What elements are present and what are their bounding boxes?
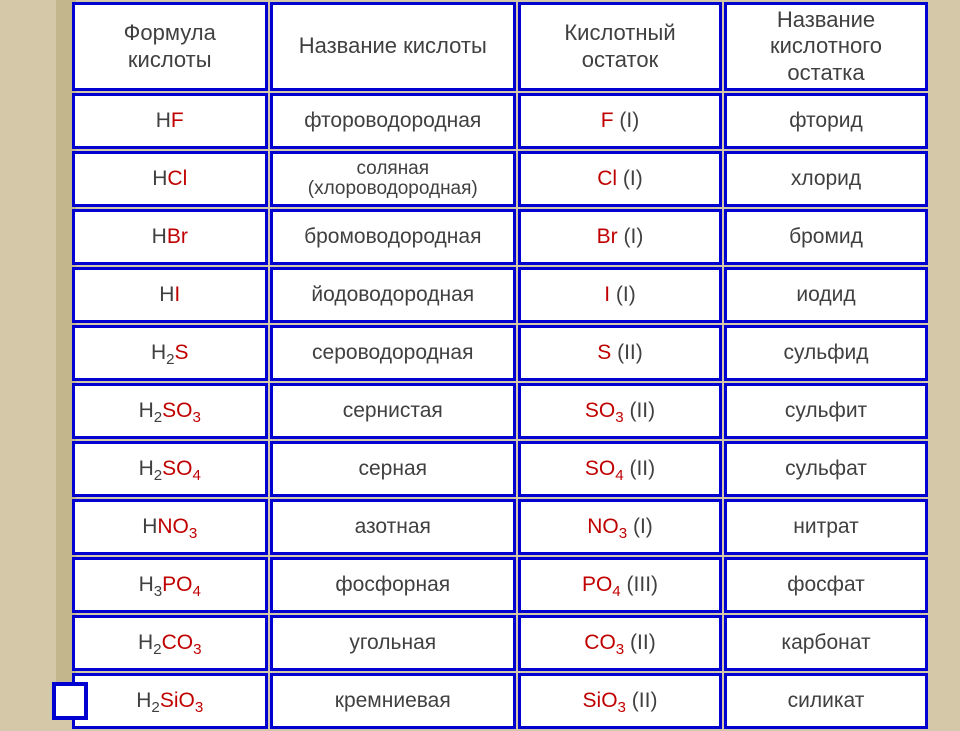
cell-residue-name: фосфат — [724, 557, 928, 613]
table-row: H2SO4сернаяSO4 (II)сульфат — [72, 441, 928, 497]
cell-formula: HNO3 — [72, 499, 268, 555]
col-header-resname: Название кислотного остатка — [724, 2, 928, 91]
col-header-formula: Формула кислоты — [72, 2, 268, 91]
cell-acid-name: азотная — [270, 499, 517, 555]
table-row: HFфтороводороднаяF (I)фторид — [72, 93, 928, 149]
cell-formula: H2SO3 — [72, 383, 268, 439]
cell-acid-name: сернистая — [270, 383, 517, 439]
cell-residue-name: сульфид — [724, 325, 928, 381]
table-row: H3PO4фосфорнаяPO4 (III)фосфат — [72, 557, 928, 613]
table-row: H2SiO3кремниеваяSiO3 (II)силикат — [72, 673, 928, 729]
cell-acid-name: йодоводородная — [270, 267, 517, 323]
col-header-residue: Кислотный остаток — [518, 2, 722, 91]
cell-acid-name: кремниевая — [270, 673, 517, 729]
cell-acid-name: сероводородная — [270, 325, 517, 381]
cell-acid-name: серная — [270, 441, 517, 497]
cell-residue-name: нитрат — [724, 499, 928, 555]
cell-residue: F (I) — [518, 93, 722, 149]
cell-formula: HBr — [72, 209, 268, 265]
cell-formula: H3PO4 — [72, 557, 268, 613]
table-row: H2SO3сернистаяSO3 (II)сульфит — [72, 383, 928, 439]
acids-table: Формула кислоты Название кислоты Кислотн… — [70, 0, 930, 731]
acids-table-container: Формула кислоты Название кислоты Кислотн… — [0, 0, 960, 731]
cell-residue: CO3 (II) — [518, 615, 722, 671]
cell-residue-name: хлорид — [724, 151, 928, 207]
cell-formula: HI — [72, 267, 268, 323]
cell-residue: NO3 (I) — [518, 499, 722, 555]
cell-residue-name: бромид — [724, 209, 928, 265]
table-row: H2SсероводороднаяS (II)сульфид — [72, 325, 928, 381]
table-row: HIйодоводороднаяI (I)иодид — [72, 267, 928, 323]
cell-acid-name: бромоводородная — [270, 209, 517, 265]
decorative-box — [52, 682, 88, 720]
cell-residue-name: силикат — [724, 673, 928, 729]
cell-formula: H2S — [72, 325, 268, 381]
table-row: HNO3азотнаяNO3 (I)нитрат — [72, 499, 928, 555]
cell-residue: SO3 (II) — [518, 383, 722, 439]
cell-residue-name: фторид — [724, 93, 928, 149]
table-row: HBrбромоводороднаяBr (I)бромид — [72, 209, 928, 265]
cell-formula: HF — [72, 93, 268, 149]
cell-residue: Cl (I) — [518, 151, 722, 207]
cell-residue: SiO3 (II) — [518, 673, 722, 729]
cell-residue: S (II) — [518, 325, 722, 381]
cell-formula: H2CO3 — [72, 615, 268, 671]
cell-formula: H2SO4 — [72, 441, 268, 497]
cell-residue: I (I) — [518, 267, 722, 323]
cell-formula: HCl — [72, 151, 268, 207]
cell-residue-name: сульфит — [724, 383, 928, 439]
col-header-name: Название кислоты — [270, 2, 517, 91]
table-header-row: Формула кислоты Название кислоты Кислотн… — [72, 2, 928, 91]
cell-acid-name: соляная (хлороводородная) — [270, 151, 517, 207]
table-row: H2CO3угольнаяCO3 (II)карбонат — [72, 615, 928, 671]
cell-residue: PO4 (III) — [518, 557, 722, 613]
cell-residue: Br (I) — [518, 209, 722, 265]
cell-acid-name: угольная — [270, 615, 517, 671]
cell-residue-name: карбонат — [724, 615, 928, 671]
cell-residue-name: иодид — [724, 267, 928, 323]
cell-acid-name: фосфорная — [270, 557, 517, 613]
cell-acid-name: фтороводородная — [270, 93, 517, 149]
cell-residue-name: сульфат — [724, 441, 928, 497]
table-row: HClсоляная (хлороводородная)Cl (I)хлорид — [72, 151, 928, 207]
cell-formula: H2SiO3 — [72, 673, 268, 729]
cell-residue: SO4 (II) — [518, 441, 722, 497]
